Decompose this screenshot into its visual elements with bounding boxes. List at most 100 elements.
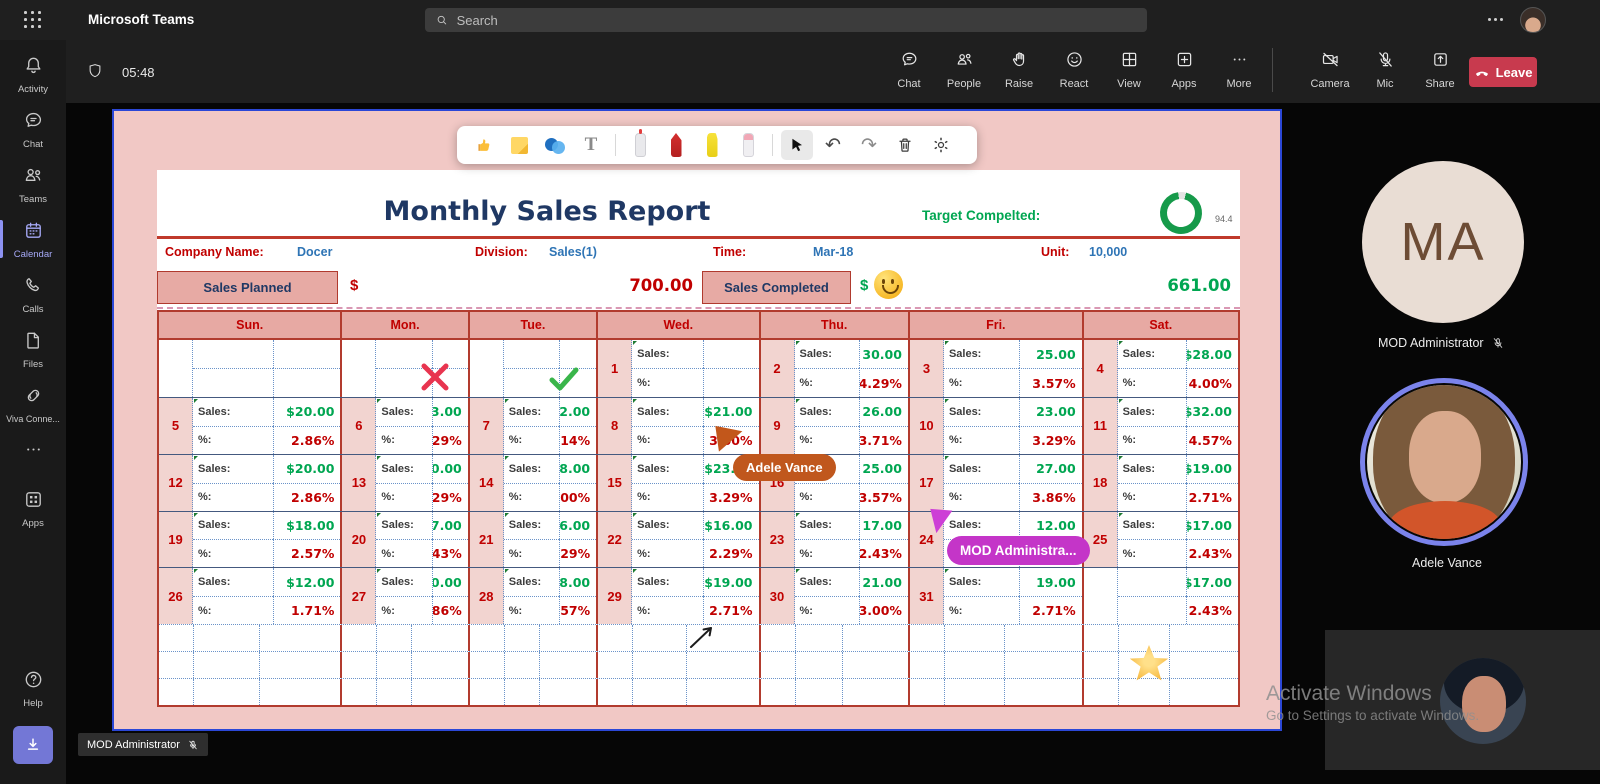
participant-tile-adele-vance[interactable] xyxy=(1360,378,1528,546)
titlebar-more-icon[interactable] xyxy=(1488,18,1503,21)
sales-label xyxy=(193,340,273,368)
blank-cell xyxy=(598,679,761,705)
calendar-day-cell: 27 Sales: $20.00%:2.86% xyxy=(342,568,470,625)
calendar-day-cell: 20 Sales: $17.00%:2.43% xyxy=(342,511,470,568)
pct-value: 2.43% xyxy=(1185,596,1238,625)
day-number xyxy=(159,339,193,397)
sales-planned-label: Sales Planned xyxy=(157,271,338,304)
wb-laser-pointer-button[interactable] xyxy=(624,129,656,160)
shared-whiteboard[interactable]: T ↶ ↷ Monthly Sales Report Target Compelte… xyxy=(112,109,1282,731)
sidebar-item-apps[interactable]: Apps xyxy=(0,488,66,529)
raise-control[interactable]: Raise xyxy=(991,49,1047,90)
wb-delete-button[interactable] xyxy=(889,130,921,160)
calendar-blank-row xyxy=(159,678,1238,705)
sidebar-item-chat[interactable]: Chat xyxy=(0,109,66,150)
wb-shapes-button[interactable] xyxy=(539,130,571,160)
share-control[interactable]: Share xyxy=(1412,49,1468,90)
control-label: More xyxy=(1226,78,1252,90)
sales-completed-value: 661.00 xyxy=(1167,276,1231,295)
blank-cell xyxy=(761,625,910,652)
day-number: 10 xyxy=(909,397,944,454)
sales-label: Sales: xyxy=(799,576,832,589)
wb-text-button[interactable]: T xyxy=(575,130,607,160)
search-bar[interactable] xyxy=(425,8,1147,32)
wb-reactions-button[interactable] xyxy=(467,130,499,160)
pct-label: %: xyxy=(794,425,860,454)
phone-icon xyxy=(22,274,45,302)
pct-value: 3.57% xyxy=(859,482,908,511)
app-launcher-icon[interactable] xyxy=(24,11,42,29)
wb-select-button[interactable] xyxy=(781,130,813,160)
sidebar-item-help[interactable]: Help xyxy=(0,668,66,709)
pct-label: %: xyxy=(943,425,1020,454)
mic-off-icon xyxy=(189,740,197,749)
wb-redo-button[interactable]: ↷ xyxy=(853,130,885,160)
wb-red-pen-button[interactable] xyxy=(660,130,692,160)
leave-label: Leave xyxy=(1495,64,1533,80)
sales-label: Sales: xyxy=(637,348,670,361)
sales-value: $ 25.00 xyxy=(859,454,908,483)
pct-value: 2.57% xyxy=(272,539,341,568)
sales-report-sheet: Monthly Sales Report Target Compelted: 9… xyxy=(157,170,1240,707)
self-view-video[interactable] xyxy=(1325,630,1600,770)
wb-undo-button[interactable]: ↶ xyxy=(817,130,849,160)
day-header-cell: Mon. xyxy=(342,312,470,338)
pct-value: 2.71% xyxy=(1019,596,1082,625)
chat-control[interactable]: Chat xyxy=(881,49,937,90)
day-number: 29 xyxy=(598,568,633,625)
pct-value: 3.14% xyxy=(559,425,597,454)
calendar-day-cell: 18 Sales: $19.00%: 2.71% xyxy=(1083,454,1238,511)
report-info-row: Company Name: Docer Division: Sales(1) Time:… xyxy=(157,242,1240,268)
day-header-cell: Wed. xyxy=(598,312,761,338)
people-control[interactable]: People xyxy=(936,49,992,90)
shield-icon[interactable] xyxy=(86,62,104,80)
day-number: 23 xyxy=(760,511,795,568)
sidebar-item-calls[interactable]: Calls xyxy=(0,274,66,315)
meeting-timer: 05:48 xyxy=(122,65,155,80)
calendar-day-cell: 14 Sales: $28.00%:4.00% xyxy=(469,454,599,511)
sales-value: $ 17.00 xyxy=(859,511,908,540)
view-control[interactable]: View xyxy=(1101,49,1157,90)
download-desktop-button[interactable] xyxy=(13,726,53,764)
participant-tile-mod-administrator[interactable]: MA xyxy=(1362,161,1524,323)
camera-control[interactable]: Camera xyxy=(1302,49,1358,90)
report-field-label: Company Name: xyxy=(165,245,264,259)
blank-cell xyxy=(1084,679,1238,705)
wb-highlighter-button[interactable] xyxy=(696,130,728,160)
calendar-day-cell: 15 Sales: $23.00%: 3.29% xyxy=(598,454,761,511)
sidebar-item-teams[interactable]: Teams xyxy=(0,164,66,205)
sidebar-item-activity[interactable]: Activity xyxy=(0,54,66,95)
smiley-sticker[interactable] xyxy=(874,270,903,299)
red-x-ink-mark[interactable] xyxy=(417,360,453,399)
wb-sticky-note-button[interactable] xyxy=(503,130,535,160)
hand-icon xyxy=(1009,49,1030,75)
sales-value xyxy=(272,339,341,369)
react-control[interactable]: React xyxy=(1046,49,1102,90)
green-check-ink-mark[interactable] xyxy=(546,365,582,398)
sidebar-item-calendar[interactable]: Calendar xyxy=(0,219,66,260)
more-control[interactable]: More xyxy=(1211,49,1267,90)
sidebar-item-viva[interactable]: Viva Conne... xyxy=(0,384,66,424)
leave-button[interactable]: Leave xyxy=(1469,57,1537,87)
drawn-arrow-ink[interactable] xyxy=(686,622,718,657)
day-number: 1 xyxy=(598,339,633,397)
apps-control[interactable]: Apps xyxy=(1156,49,1212,90)
wb-eraser-button[interactable] xyxy=(732,130,764,160)
mic-control[interactable]: Mic xyxy=(1357,49,1413,90)
pct-label: %: xyxy=(193,539,273,567)
wb-settings-button[interactable] xyxy=(925,130,957,160)
sales-planned-value: 700.00 xyxy=(629,276,693,295)
sales-value: $ 25.00 xyxy=(1019,339,1081,369)
day-number: 25 xyxy=(1083,511,1118,568)
sidebar-item-more[interactable] xyxy=(0,438,66,466)
blank-cell xyxy=(910,652,1084,679)
blank-cell xyxy=(1084,652,1238,679)
sales-label: Sales: xyxy=(948,405,982,418)
calendar-week-row: 26Sales:$12.00%:1.71%27Sales:$20.00%:2.8… xyxy=(159,567,1238,625)
sales-value xyxy=(559,339,596,369)
user-avatar[interactable] xyxy=(1520,7,1546,33)
sales-label: Sales: xyxy=(948,348,982,361)
adele-collab-cursor xyxy=(715,422,745,452)
sidebar-item-files[interactable]: Files xyxy=(0,329,66,370)
search-input[interactable] xyxy=(456,12,1137,28)
